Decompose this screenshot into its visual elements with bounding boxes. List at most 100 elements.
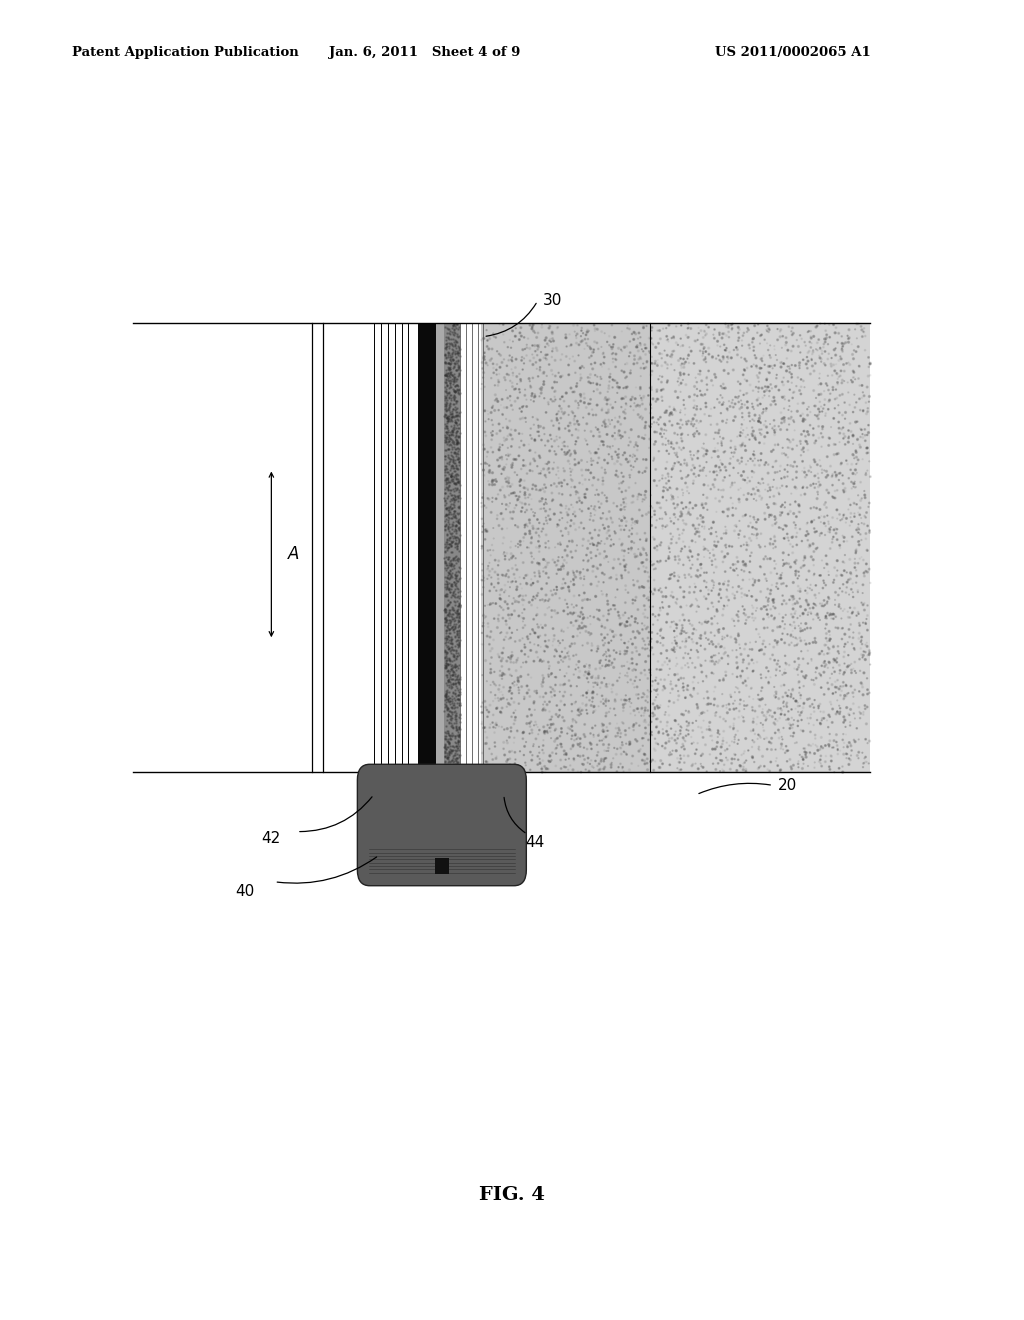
Point bbox=[752, 455, 768, 477]
Point bbox=[783, 363, 800, 384]
Point bbox=[450, 533, 466, 554]
Point bbox=[500, 417, 516, 438]
Point bbox=[447, 562, 464, 583]
Point bbox=[437, 395, 454, 416]
Point bbox=[551, 635, 567, 656]
Point bbox=[526, 634, 543, 655]
Point bbox=[439, 554, 456, 576]
Point bbox=[683, 341, 699, 362]
Point bbox=[673, 364, 689, 385]
Point bbox=[784, 620, 801, 642]
Point bbox=[817, 735, 834, 756]
Point bbox=[536, 730, 552, 751]
Point bbox=[579, 682, 595, 704]
Point bbox=[678, 719, 694, 741]
Point bbox=[441, 758, 458, 779]
Point bbox=[517, 478, 534, 499]
Point bbox=[739, 424, 756, 445]
Point bbox=[517, 565, 534, 586]
Point bbox=[720, 570, 736, 591]
Point bbox=[664, 346, 680, 367]
Point bbox=[838, 685, 854, 706]
Point bbox=[860, 752, 877, 774]
Point bbox=[610, 444, 627, 465]
Point bbox=[451, 512, 467, 533]
Point bbox=[698, 719, 715, 741]
Point bbox=[730, 330, 746, 351]
Point bbox=[723, 487, 739, 508]
Point bbox=[795, 411, 811, 432]
Point bbox=[749, 364, 765, 385]
Point bbox=[689, 508, 706, 529]
Point bbox=[605, 595, 622, 616]
Point bbox=[673, 335, 689, 356]
Point bbox=[494, 449, 510, 470]
Point bbox=[446, 330, 463, 351]
Point bbox=[443, 401, 460, 422]
Point bbox=[612, 553, 629, 574]
Point bbox=[545, 631, 561, 652]
Point bbox=[485, 362, 502, 383]
Point bbox=[600, 399, 616, 420]
Point bbox=[620, 638, 636, 659]
Point bbox=[516, 599, 532, 620]
Point bbox=[769, 635, 785, 656]
Point bbox=[845, 686, 861, 708]
Point bbox=[700, 693, 717, 714]
Point bbox=[436, 387, 453, 408]
Point bbox=[688, 417, 705, 438]
Point bbox=[443, 507, 460, 528]
Point bbox=[722, 759, 738, 780]
Point bbox=[745, 421, 762, 442]
Point bbox=[744, 730, 761, 751]
Point bbox=[581, 393, 597, 414]
Point bbox=[633, 705, 649, 726]
Point bbox=[492, 647, 508, 668]
Point bbox=[451, 550, 467, 572]
Point bbox=[447, 422, 464, 444]
Point bbox=[443, 322, 460, 343]
Point bbox=[549, 579, 565, 601]
Point bbox=[446, 690, 463, 711]
Point bbox=[740, 653, 757, 675]
Point bbox=[836, 479, 852, 500]
Point bbox=[859, 733, 876, 754]
Point bbox=[724, 318, 740, 339]
Point bbox=[546, 391, 562, 412]
Point bbox=[477, 722, 494, 743]
Point bbox=[587, 352, 603, 374]
Point bbox=[515, 594, 531, 615]
Point bbox=[513, 317, 529, 338]
Point bbox=[594, 399, 610, 420]
Point bbox=[526, 322, 543, 343]
Point bbox=[650, 552, 667, 573]
Point bbox=[516, 434, 532, 455]
Point bbox=[705, 754, 721, 775]
Point bbox=[786, 451, 803, 473]
Point bbox=[735, 743, 752, 764]
Point bbox=[451, 570, 467, 591]
Point bbox=[522, 742, 539, 763]
Point bbox=[643, 397, 659, 418]
Point bbox=[728, 515, 744, 536]
Point bbox=[488, 714, 505, 735]
Point bbox=[572, 364, 589, 385]
Point bbox=[620, 451, 636, 473]
Point bbox=[670, 681, 686, 702]
Point bbox=[451, 531, 467, 552]
Point bbox=[446, 387, 463, 408]
Point bbox=[684, 554, 700, 576]
Point bbox=[660, 433, 677, 454]
Point bbox=[501, 445, 517, 466]
Point bbox=[623, 455, 639, 477]
Point bbox=[586, 607, 602, 628]
Point bbox=[783, 586, 800, 607]
Point bbox=[550, 436, 566, 457]
Point bbox=[683, 318, 699, 339]
Point bbox=[827, 677, 844, 698]
Point bbox=[816, 494, 833, 515]
Point bbox=[778, 360, 795, 381]
Point bbox=[446, 453, 463, 474]
Point bbox=[857, 465, 873, 486]
Point bbox=[616, 614, 633, 635]
